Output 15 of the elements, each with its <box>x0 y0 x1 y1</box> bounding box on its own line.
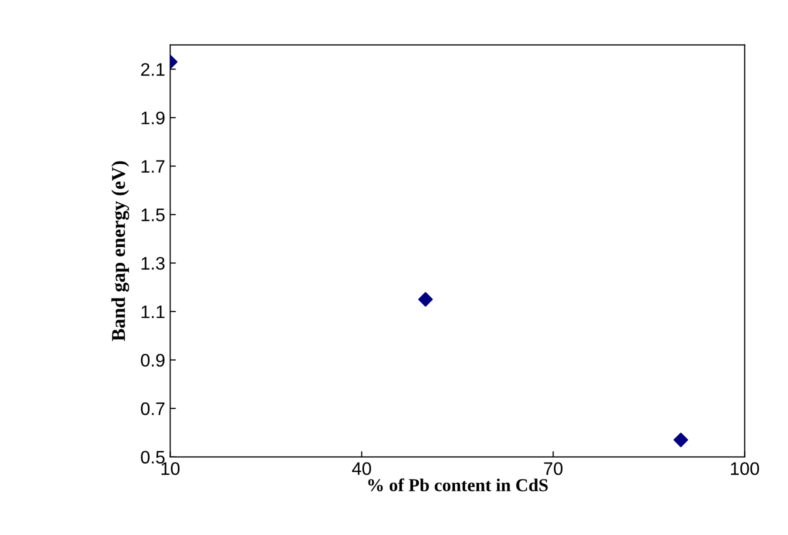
y-tick-label: 0.9 <box>140 354 164 367</box>
y-tick-label: 1.1 <box>142 306 164 318</box>
y-tick-label: 0.5 <box>140 450 165 464</box>
x-tick-label: 40 <box>352 462 372 476</box>
y-tick-label: 1.7 <box>142 160 164 173</box>
y-tick-label: 2.1 <box>141 63 164 76</box>
x-tick-label: 70 <box>544 462 563 476</box>
y-tick-label: 1.9 <box>142 112 164 124</box>
x-axis-title: % of Pb content in CdS <box>368 478 548 492</box>
y-tick-label: 0.7 <box>140 402 164 416</box>
x-tick-label: 10 <box>162 462 180 476</box>
x-tick-label: 100 <box>730 462 760 476</box>
y-axis-title: Band gap energy (eV) <box>111 161 130 342</box>
y-tick-label: 1.3 <box>142 256 165 270</box>
y-tick-label: 1.5 <box>142 208 165 222</box>
